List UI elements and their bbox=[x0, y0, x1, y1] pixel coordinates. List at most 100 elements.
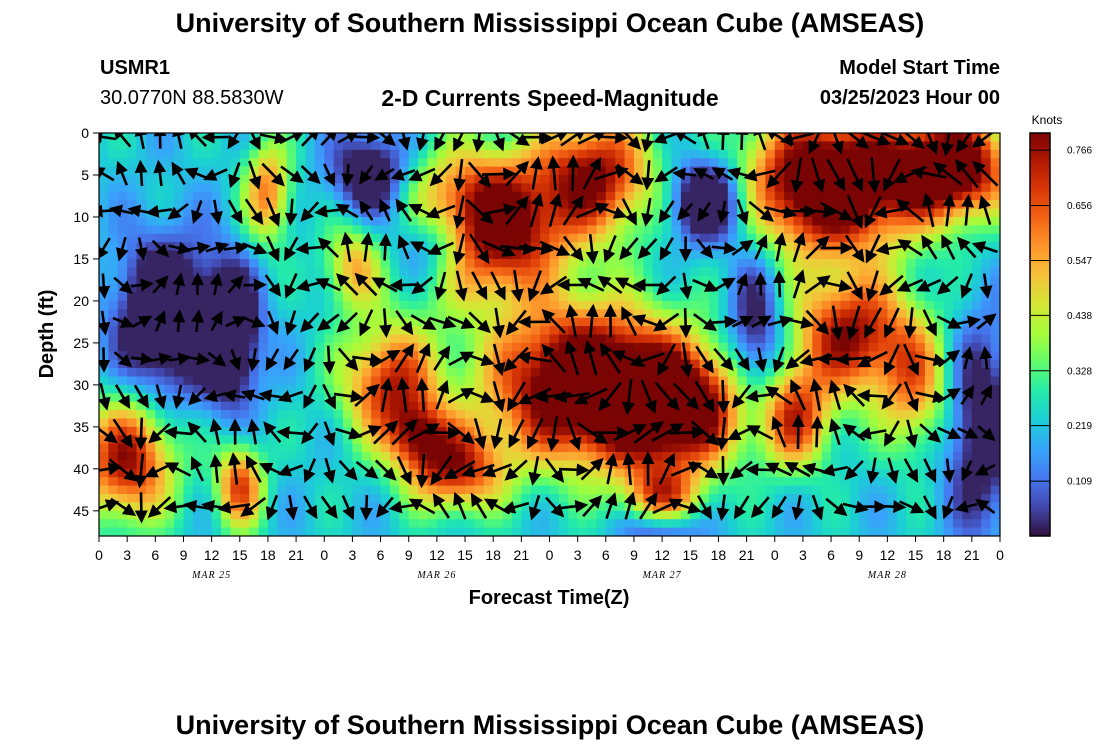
heatmap-cell bbox=[624, 418, 635, 428]
heatmap-cell bbox=[145, 200, 156, 210]
heatmap-cell bbox=[868, 351, 879, 361]
heatmap-cell bbox=[239, 485, 250, 495]
heatmap-cell bbox=[286, 334, 297, 344]
heatmap-cell bbox=[652, 477, 663, 487]
heatmap-cell bbox=[868, 309, 879, 319]
heatmap-cell bbox=[192, 435, 203, 445]
heatmap-cell bbox=[427, 485, 438, 495]
heatmap-cell bbox=[474, 452, 485, 462]
heatmap-cell bbox=[549, 149, 560, 159]
heatmap-cell bbox=[145, 393, 156, 403]
heatmap-cell bbox=[371, 342, 382, 352]
heatmap-cell bbox=[633, 267, 644, 277]
heatmap-cell bbox=[361, 452, 372, 462]
heatmap-cell bbox=[455, 267, 466, 277]
heatmap-cell bbox=[859, 208, 870, 218]
heatmap-cell bbox=[577, 225, 588, 235]
heatmap-cell bbox=[877, 435, 888, 445]
heatmap-cell bbox=[343, 267, 354, 277]
heatmap-cell bbox=[755, 292, 766, 302]
heatmap-cell bbox=[662, 183, 673, 193]
heatmap-cell bbox=[521, 149, 532, 159]
heatmap-cell bbox=[164, 317, 175, 327]
heatmap-cell bbox=[333, 477, 344, 487]
heatmap-cell bbox=[971, 452, 982, 462]
heatmap-cell bbox=[906, 376, 917, 386]
heatmap-cell bbox=[483, 452, 494, 462]
heatmap-cell bbox=[221, 401, 231, 411]
heatmap-cell bbox=[727, 510, 738, 520]
heatmap-cell bbox=[746, 133, 757, 142]
heatmap-cell bbox=[221, 300, 231, 310]
heatmap-cell bbox=[652, 410, 663, 420]
heatmap-cell bbox=[446, 166, 457, 176]
heatmap-cell bbox=[924, 258, 935, 268]
heatmap-cell bbox=[877, 410, 888, 420]
heatmap-cell bbox=[821, 359, 832, 369]
heatmap-cell bbox=[915, 267, 926, 277]
heatmap-cell bbox=[868, 191, 879, 201]
heatmap-cell bbox=[662, 200, 673, 210]
heatmap-cell bbox=[605, 376, 616, 386]
heatmap-cell bbox=[202, 250, 213, 260]
heatmap-cell bbox=[230, 250, 241, 260]
heatmap-cell bbox=[502, 267, 513, 277]
current-vector-arrow bbox=[629, 352, 665, 368]
heatmap-cell bbox=[502, 342, 513, 352]
current-vector-arrow bbox=[320, 495, 338, 519]
heatmap-cell bbox=[577, 368, 588, 378]
heatmap-cell bbox=[802, 502, 813, 512]
heatmap-cell bbox=[361, 393, 372, 403]
heatmap-cell bbox=[755, 258, 766, 268]
heatmap-cell bbox=[774, 166, 785, 176]
heatmap-cell bbox=[652, 258, 663, 268]
heatmap-cell bbox=[511, 410, 522, 420]
current-vector-arrow bbox=[696, 495, 712, 520]
heatmap-cell bbox=[896, 468, 907, 478]
heatmap-cell bbox=[868, 158, 879, 168]
heatmap-cell bbox=[530, 527, 541, 536]
heatmap-cell bbox=[314, 376, 325, 386]
heatmap-cell bbox=[793, 300, 804, 310]
heatmap-cell bbox=[558, 418, 569, 428]
heatmap-cell bbox=[802, 435, 813, 445]
heatmap-cell bbox=[784, 225, 795, 235]
heatmap-cell bbox=[267, 393, 278, 403]
heatmap-cell bbox=[877, 418, 888, 428]
heatmap-cell bbox=[737, 527, 748, 536]
heatmap-cell bbox=[521, 300, 532, 310]
heatmap-cell bbox=[267, 158, 278, 168]
heatmap-cell bbox=[399, 359, 410, 369]
heatmap-cell bbox=[587, 527, 598, 536]
heatmap-cell bbox=[305, 233, 316, 243]
heatmap-cell bbox=[352, 317, 363, 327]
station-coordinates: 30.0770N 88.5830W bbox=[100, 87, 284, 109]
heatmap-cell bbox=[427, 401, 438, 411]
heatmap-cell bbox=[483, 275, 494, 285]
heatmap-cell bbox=[596, 376, 607, 386]
heatmap-cell bbox=[314, 443, 325, 453]
heatmap-cell bbox=[680, 216, 691, 226]
heatmap-cell bbox=[605, 258, 616, 268]
heatmap-cell bbox=[558, 435, 569, 445]
heatmap-cell bbox=[633, 351, 644, 361]
heatmap-cell bbox=[305, 376, 316, 386]
heatmap-cell bbox=[624, 527, 635, 536]
heatmap-cell bbox=[408, 158, 419, 168]
heatmap-cell bbox=[859, 410, 870, 420]
heatmap-cell bbox=[493, 485, 504, 495]
heatmap-cell bbox=[934, 216, 945, 226]
heatmap-cell bbox=[183, 149, 194, 159]
heatmap-cell bbox=[765, 191, 776, 201]
heatmap-cell bbox=[587, 267, 598, 277]
heatmap-cell bbox=[549, 410, 560, 420]
heatmap-cell bbox=[624, 275, 635, 285]
heatmap-cell bbox=[221, 317, 231, 327]
heatmap-cell bbox=[615, 342, 626, 352]
heatmap-cell bbox=[305, 452, 316, 462]
heatmap-cell bbox=[361, 284, 372, 294]
heatmap-cell bbox=[521, 267, 532, 277]
heatmap-cell bbox=[127, 527, 138, 536]
heatmap-cell bbox=[577, 443, 588, 453]
heatmap-cell bbox=[352, 242, 363, 252]
